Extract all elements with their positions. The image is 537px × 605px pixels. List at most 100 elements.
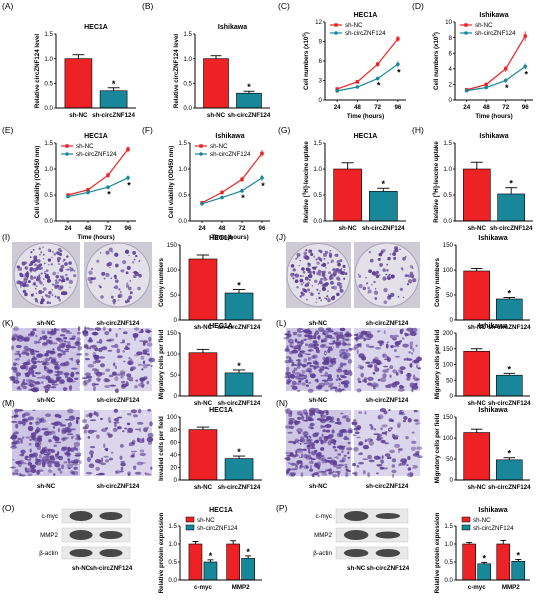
stained-cell	[9, 436, 16, 440]
y-tick-label: 150	[443, 414, 454, 421]
colony-spot	[124, 300, 129, 304]
colony-spot	[60, 291, 64, 295]
stained-cell	[74, 454, 82, 457]
stained-cell	[14, 431, 19, 435]
stained-cell	[286, 381, 290, 385]
colony-spot	[368, 250, 372, 254]
colony-spot	[47, 258, 52, 262]
colony-spot	[402, 296, 405, 299]
stained-cell	[29, 464, 37, 469]
stained-cell	[120, 372, 126, 377]
stained-cell	[285, 366, 290, 371]
membrane-pore	[15, 474, 17, 476]
stained-cell	[42, 427, 49, 431]
stained-cell	[127, 471, 131, 476]
stained-cell	[284, 349, 289, 352]
colony-spot	[336, 292, 340, 297]
colony-spot	[128, 254, 130, 257]
membrane-pore	[373, 356, 375, 359]
stained-cell	[94, 359, 101, 363]
stained-cell	[131, 441, 135, 445]
stained-cell	[120, 380, 126, 384]
stained-cell	[382, 373, 387, 379]
colony-spot	[302, 275, 304, 277]
colony-spot	[114, 285, 119, 290]
y-tick-label: 1.5	[44, 31, 53, 38]
colony-spot	[304, 276, 309, 281]
stained-cell	[133, 414, 138, 418]
stained-cell	[115, 388, 119, 394]
stained-cell	[63, 431, 67, 433]
stained-cell	[75, 417, 80, 420]
stained-cell	[48, 469, 53, 473]
y-tick-label: 60	[170, 439, 177, 446]
y-axis-label-part: Relative [	[433, 195, 440, 223]
stained-cell	[138, 383, 145, 387]
stained-cell	[141, 384, 145, 388]
stained-cell	[287, 338, 294, 344]
stained-cell	[68, 415, 76, 421]
panel-title-C: HEC1A	[354, 12, 378, 19]
stained-cell	[327, 468, 331, 471]
membrane-pore	[338, 383, 340, 386]
membrane-pore	[414, 437, 416, 440]
stained-cell	[54, 370, 59, 373]
stained-cell	[377, 415, 382, 420]
stained-cell	[292, 333, 297, 336]
stained-cell	[130, 409, 138, 414]
series-line-sh-nc	[201, 153, 263, 204]
stained-cell	[295, 359, 300, 362]
stained-cell	[394, 345, 400, 348]
colony-spot	[35, 285, 38, 288]
blot-row-label-actin: β-actin	[39, 550, 58, 557]
legend-label: sh-circZNF124	[76, 151, 117, 158]
stained-cell	[134, 327, 140, 331]
membrane-pore	[386, 329, 388, 331]
stained-cell	[135, 379, 138, 382]
stained-cell	[108, 374, 114, 378]
stained-cell	[146, 426, 149, 430]
y-axis-label-superscript: 3	[432, 192, 437, 195]
colony-spot	[27, 280, 31, 284]
significance-star: *	[508, 364, 512, 374]
y-axis-label-M: Invaded cells per field	[158, 416, 165, 481]
stained-cell	[380, 427, 383, 431]
stained-cell	[391, 469, 397, 474]
membrane-pore	[14, 383, 16, 385]
stained-cell	[88, 378, 92, 382]
stained-cell	[297, 416, 302, 420]
stained-cell	[32, 355, 36, 359]
stained-cell	[129, 358, 133, 361]
stained-cell	[143, 376, 148, 380]
legend-marker	[65, 152, 69, 156]
membrane-pore	[409, 424, 412, 426]
stained-cell	[66, 449, 70, 452]
bar-L-sh-circznf124	[495, 374, 523, 397]
stained-cell	[314, 379, 318, 382]
colony-spot	[326, 295, 329, 298]
bar-J-sh-circznf124	[495, 298, 523, 321]
stained-cell	[382, 365, 389, 368]
stained-cell	[77, 345, 83, 351]
stained-cell	[93, 333, 98, 336]
stained-cell	[15, 440, 20, 443]
membrane-pore	[59, 331, 62, 334]
stained-cell	[116, 348, 121, 354]
data-point-sh-circznf124	[396, 62, 400, 67]
stained-cell	[358, 443, 362, 446]
stained-cell	[323, 357, 328, 362]
y-tick-label: 1.5	[44, 140, 53, 147]
stained-cell	[35, 334, 38, 338]
colony-spot	[326, 290, 329, 293]
colony-spot	[328, 271, 332, 275]
stained-cell	[399, 329, 403, 335]
stained-cell	[291, 454, 297, 458]
membrane-pore	[388, 446, 390, 449]
stained-cell	[34, 381, 41, 385]
stained-cell	[99, 338, 103, 344]
stained-cell	[39, 336, 42, 341]
colony-spot	[29, 256, 32, 259]
stained-cell	[326, 377, 334, 382]
membrane-pore	[309, 459, 312, 461]
colony-spot	[47, 263, 50, 266]
